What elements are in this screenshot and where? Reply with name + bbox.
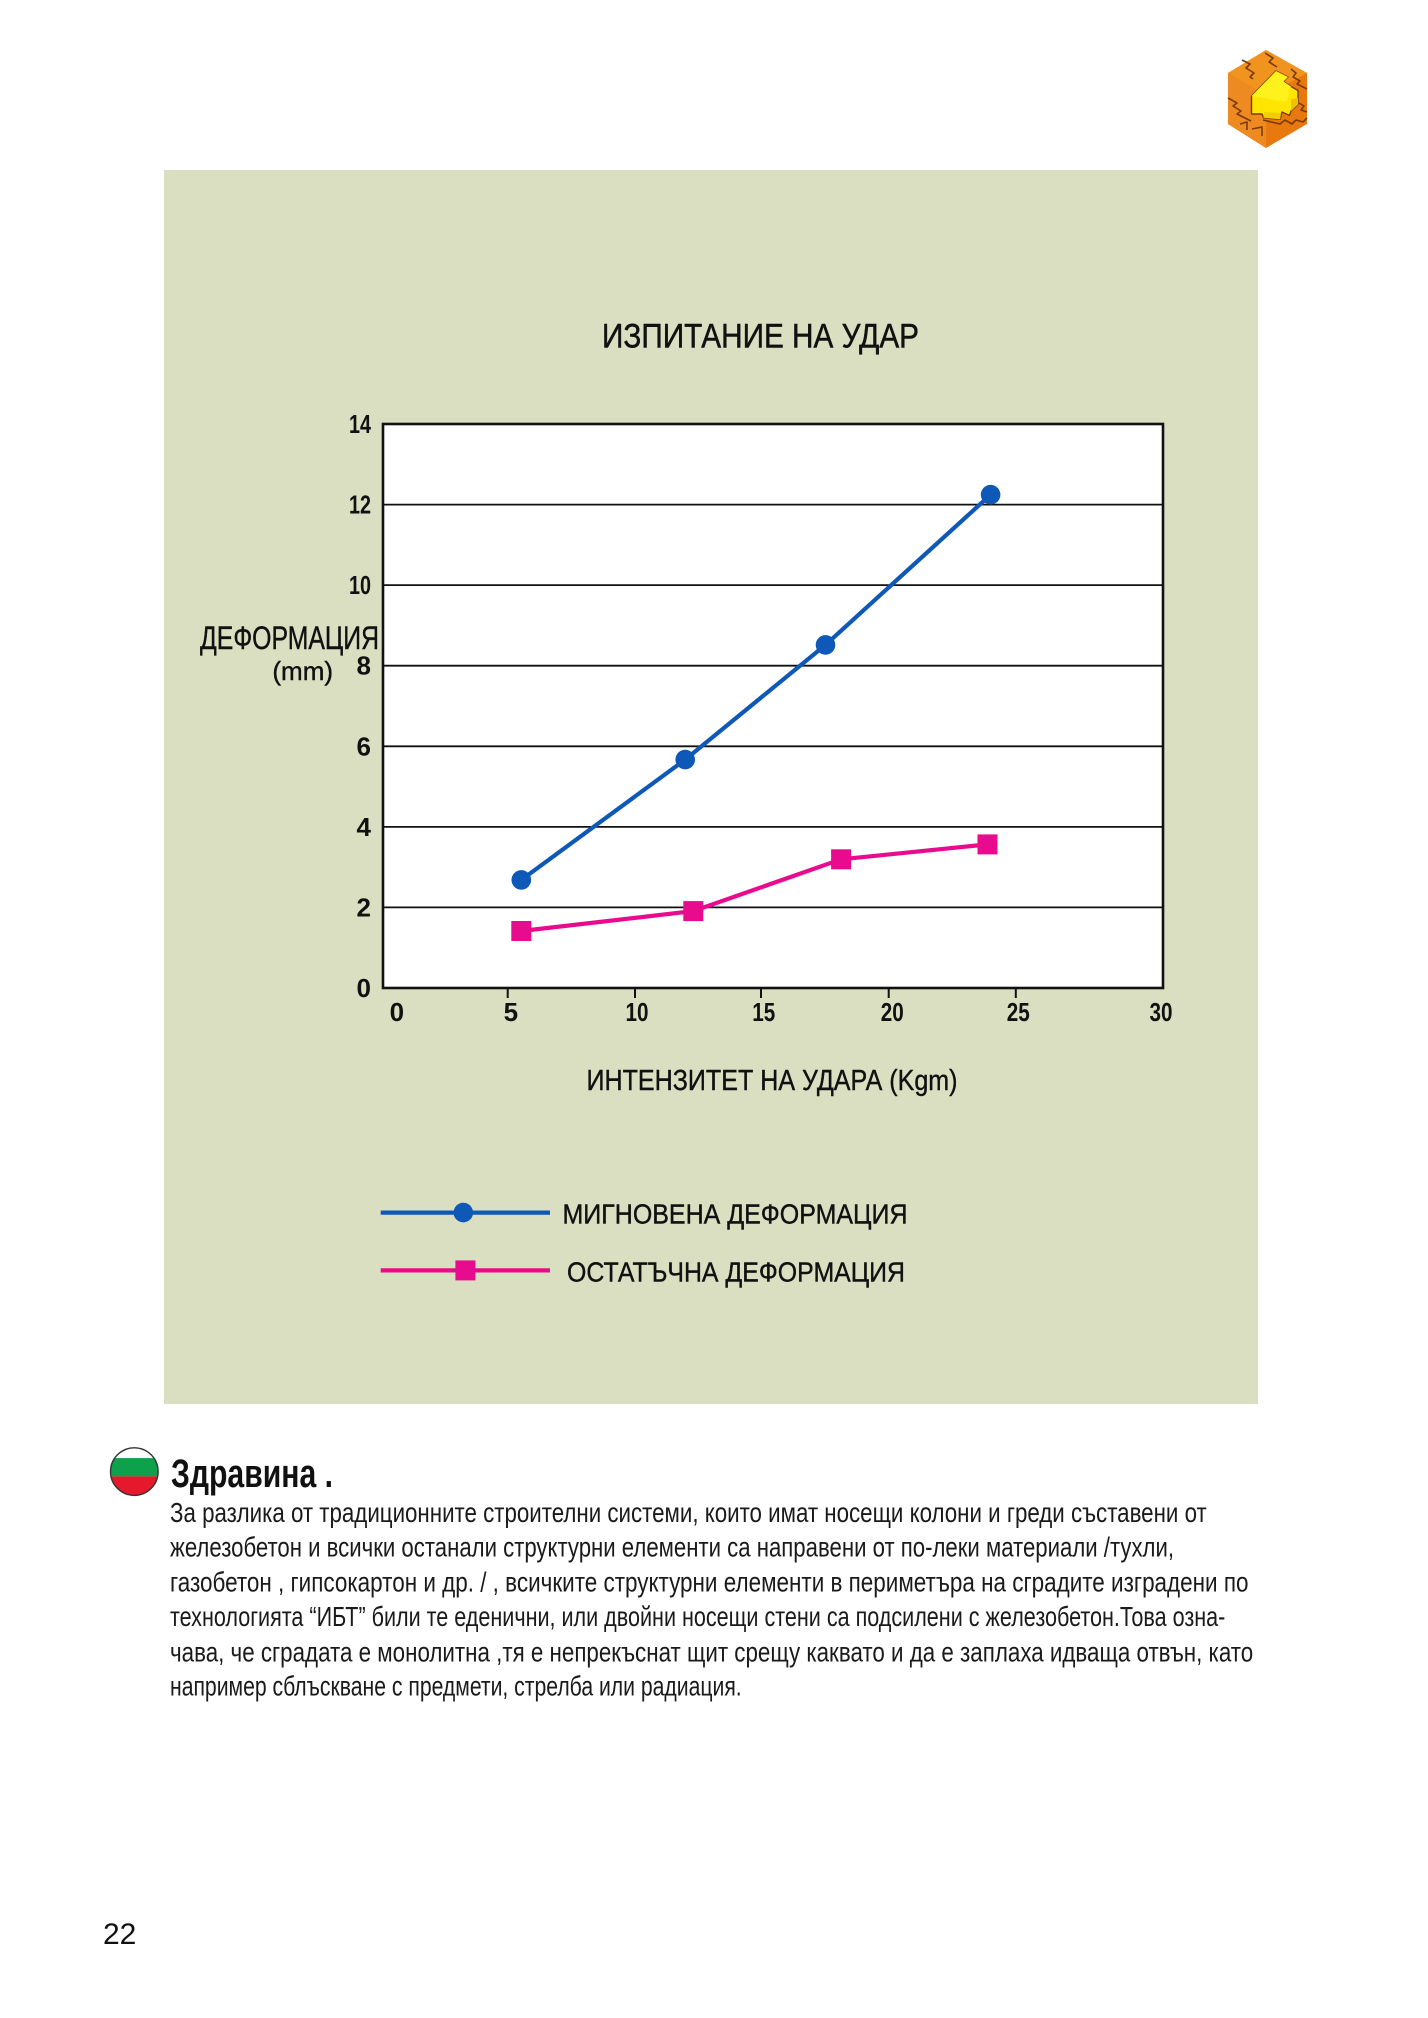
svg-text:5: 5 <box>504 997 518 1027</box>
svg-text:ИНТЕНЗИТЕТ НА УДАРА (Kgm): ИНТЕНЗИТЕТ НА УДАРА (Kgm) <box>587 1065 958 1097</box>
svg-text:железобетон и всички останали: железобетон и всички останали структурни… <box>170 1531 1174 1562</box>
svg-text:6: 6 <box>357 731 371 761</box>
svg-text:20: 20 <box>881 997 904 1027</box>
svg-text:Здравина .: Здравина . <box>171 1452 333 1496</box>
svg-text:22: 22 <box>103 1918 136 1951</box>
svg-text:0: 0 <box>357 973 371 1003</box>
svg-text:чава, че сградата е монолитна: чава, че сградата е монолитна ,тя е непр… <box>170 1636 1253 1667</box>
svg-text:4: 4 <box>357 812 372 842</box>
svg-text:10: 10 <box>349 570 371 600</box>
svg-text:МИГНОВЕНА ДЕФОРМАЦИЯ: МИГНОВЕНА ДЕФОРМАЦИЯ <box>563 1199 908 1230</box>
svg-text:(mm): (mm) <box>272 656 333 686</box>
svg-text:За разлика от традиционните ст: За разлика от традиционните строителни с… <box>170 1497 1207 1528</box>
svg-text:14: 14 <box>349 409 371 439</box>
svg-text:2: 2 <box>357 892 371 922</box>
svg-text:30: 30 <box>1150 997 1173 1027</box>
svg-text:технологията “ИБТ” били те еде: технологията “ИБТ” били те еденични, или… <box>170 1601 1225 1632</box>
svg-text:ДЕФОРМАЦИЯ: ДЕФОРМАЦИЯ <box>200 620 379 656</box>
svg-text:25: 25 <box>1007 997 1030 1027</box>
svg-text:газобетон , гипсокартон и др.: газобетон , гипсокартон и др. / , всички… <box>170 1567 1249 1598</box>
svg-text:ИЗПИТАНИЕ НА УДАР: ИЗПИТАНИЕ НА УДАР <box>602 318 919 356</box>
svg-text:12: 12 <box>349 490 371 520</box>
svg-text:например сблъскване с предмети: например сблъскване с предмети, стрелба … <box>170 1671 742 1702</box>
svg-text:15: 15 <box>752 997 775 1027</box>
svg-text:0: 0 <box>390 997 404 1027</box>
svg-text:ОСТАТЪЧНА ДЕФОРМАЦИЯ: ОСТАТЪЧНА ДЕФОРМАЦИЯ <box>567 1256 905 1287</box>
svg-text:8: 8 <box>357 651 371 681</box>
svg-text:10: 10 <box>626 997 649 1027</box>
